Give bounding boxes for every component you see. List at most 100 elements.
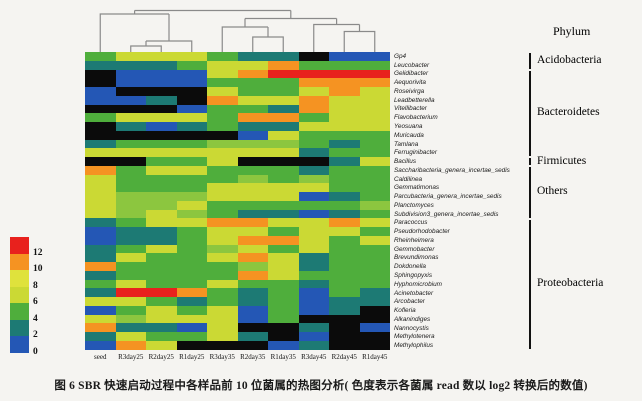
heatmap-cell [237, 130, 268, 140]
heatmap-cell [298, 218, 329, 227]
colorbar-tick: 4 [33, 313, 38, 324]
heatmap-cell [329, 157, 360, 166]
heatmap-cell [146, 235, 177, 245]
heatmap-cell [207, 262, 238, 271]
heatmap-cell [329, 130, 360, 140]
heatmap-cell [329, 113, 360, 122]
heatmap-cell [268, 279, 299, 289]
heatmap-cell [329, 270, 360, 280]
heatmap-cell [298, 52, 329, 61]
heatmap-cell [237, 113, 268, 122]
heatmap-cell [268, 113, 299, 122]
heatmap-cell [359, 288, 390, 297]
genus-label: Parcubacteria_genera_incertae_sedis [394, 193, 502, 201]
heatmap-row [85, 209, 390, 219]
heatmap-cell [176, 235, 207, 245]
heatmap-cell [359, 332, 390, 341]
heatmap-cell [298, 270, 329, 280]
heatmap-cell [85, 139, 116, 149]
heatmap-cell [146, 253, 177, 262]
heatmap-cell [207, 297, 238, 306]
heatmap-cell [146, 60, 177, 70]
heatmap-cell [359, 165, 390, 175]
heatmap-cell [268, 323, 299, 332]
heatmap-cell [85, 314, 116, 324]
heatmap-cell [298, 305, 329, 315]
heatmap-cell [298, 78, 329, 87]
heatmap-cell [207, 139, 238, 149]
heatmap-cell [115, 279, 146, 289]
heatmap-row [85, 314, 390, 324]
heatmap-cell [176, 174, 207, 184]
genus-label: Planctomyces [394, 201, 434, 209]
heatmap-cell [207, 209, 238, 219]
colorbar-tick: 8 [33, 280, 38, 291]
heatmap-cell [237, 244, 268, 254]
phylum-header-label: Phylum [553, 24, 591, 38]
heatmap-cell [298, 60, 329, 70]
heatmap-cell [329, 332, 360, 341]
heatmap-cell [85, 148, 116, 157]
genus-label: Gemmatimonas [394, 184, 440, 192]
heatmap-cell [115, 148, 146, 157]
heatmap-cell [115, 113, 146, 122]
heatmap-cell [329, 69, 360, 79]
phylum-label: Others [537, 185, 568, 198]
heatmap-cell [268, 130, 299, 140]
heatmap-cell [237, 297, 268, 306]
heatmap-cell [146, 314, 177, 324]
heatmap-cell [237, 69, 268, 79]
heatmap-cell [85, 235, 116, 245]
heatmap-cell [329, 218, 360, 227]
heatmap-cell [176, 340, 207, 350]
heatmap-cell [329, 165, 360, 175]
heatmap-cell [146, 174, 177, 184]
heatmap-cell [237, 253, 268, 262]
heatmap-cell [329, 183, 360, 192]
heatmap-cell [176, 314, 207, 324]
heatmap-cell [115, 52, 146, 61]
heatmap-cell [146, 323, 177, 332]
heatmap-row [85, 235, 390, 245]
heatmap-cell [115, 165, 146, 175]
colorbar-tick: 2 [33, 330, 38, 341]
heatmap-cell [237, 332, 268, 341]
heatmap-cell [85, 95, 116, 105]
heatmap-cell [176, 157, 207, 166]
colorbar-band [10, 270, 29, 287]
colorbar-band [10, 319, 29, 337]
heatmap-cell [359, 60, 390, 70]
phylum-bracket-line [529, 166, 531, 218]
heatmap-cell [298, 253, 329, 262]
heatmap-cell [237, 270, 268, 280]
heatmap-cell [298, 183, 329, 192]
heatmap-cell [268, 52, 299, 61]
heatmap-cell [298, 139, 329, 149]
colorbar-tick: 12 [33, 247, 43, 258]
genus-label: Caldilinea [394, 175, 423, 183]
heatmap-cell [176, 183, 207, 192]
genus-label: Acinetobacter [394, 289, 434, 297]
colorbar-band [10, 303, 29, 320]
heatmap-cell [237, 139, 268, 149]
heatmap-cell [176, 209, 207, 219]
heatmap-row [85, 165, 390, 175]
heatmap-cell [115, 297, 146, 306]
heatmap-cell [268, 104, 299, 114]
heatmap-cell [146, 104, 177, 114]
heatmap-cell [176, 297, 207, 306]
heatmap-cell [359, 122, 390, 131]
heatmap-cell [176, 200, 207, 210]
heatmap-cell [268, 122, 299, 131]
heatmap-cell [207, 314, 238, 324]
heatmap-row [85, 323, 390, 332]
heatmap-cell [176, 244, 207, 254]
sample-label: seed [94, 353, 107, 361]
heatmap-cell [85, 130, 116, 140]
heatmap-row [85, 244, 390, 254]
heatmap-cell [85, 78, 116, 87]
heatmap-cell [268, 218, 299, 227]
colorbar [10, 237, 29, 353]
heatmap-cell [359, 148, 390, 157]
heatmap-row [85, 69, 390, 79]
